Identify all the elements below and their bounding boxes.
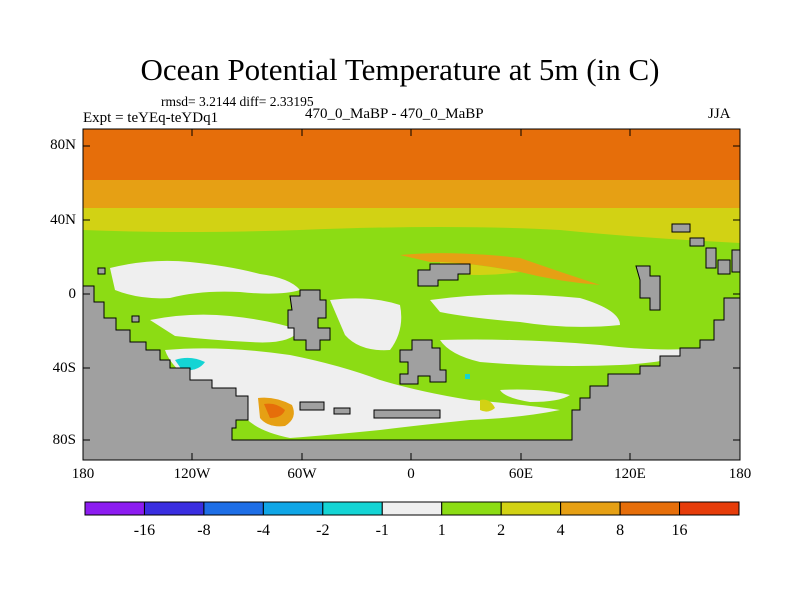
red-patch-south (264, 403, 285, 418)
yellow-patch-south (480, 399, 495, 412)
lat-label-40s: 40S (52, 360, 76, 376)
colorbar-label: 16 (672, 522, 688, 539)
island-west (287, 289, 331, 351)
white-central (330, 298, 402, 351)
colorbar-swatch (619, 501, 681, 516)
island-ne-1 (671, 223, 691, 233)
case-label: 470_0_MaBP - 470_0_MaBP (305, 106, 484, 122)
cyan-dot (465, 374, 470, 379)
band-4 (83, 208, 740, 245)
island-ne-4 (717, 259, 731, 275)
lon-label-60e: 60E (508, 466, 534, 482)
colorbar-label: 2 (497, 522, 505, 539)
island-w-dot-2 (131, 315, 140, 323)
island-ne-3 (705, 247, 717, 269)
colorbar-label: 4 (557, 522, 565, 539)
island-ne-2 (689, 237, 705, 247)
lon-label-60w: 60W (287, 466, 317, 482)
white-patch-se (500, 389, 570, 402)
island-s-1 (299, 401, 325, 411)
colorbar-swatch (441, 501, 502, 516)
colorbar-swatch (262, 501, 324, 516)
colorbar-label: -4 (257, 522, 270, 539)
white-tropics-west (110, 260, 300, 299)
colorbar-swatch (679, 501, 740, 516)
lat-label-80s: 80S (52, 432, 76, 448)
axis-ticks (83, 129, 740, 460)
island-central (399, 339, 447, 385)
lat-label-0: 0 (68, 286, 77, 302)
island-s-3 (373, 409, 441, 419)
colorbar-swatch (500, 501, 562, 516)
colorbar-swatch (560, 501, 621, 516)
colorbar-label: -1 (376, 522, 389, 539)
colorbar-swatch (381, 501, 443, 516)
colorbar-label: 1 (438, 522, 446, 539)
stats-text: rmsd= 3.2144 diff= 2.33195 (161, 94, 314, 109)
season-label: JJA (708, 106, 731, 122)
colorbar-swatch (322, 501, 383, 516)
colorbar-label: -16 (134, 522, 155, 539)
colorbar-swatch (143, 501, 205, 516)
experiment-label: Expt = teYEq-teYDq1 (83, 110, 219, 126)
lon-label-0: 0 (407, 466, 415, 482)
lon-label-180w: 180 (71, 466, 95, 482)
island-s-2 (333, 407, 351, 415)
colorbar-swatch (203, 501, 264, 516)
patch-8-north (400, 253, 600, 285)
map-field (83, 129, 740, 460)
lon-label-180e: 180 (728, 466, 752, 482)
colorbar-label: -2 (316, 522, 329, 539)
colorbar-label: -8 (197, 522, 210, 539)
plot-title: Ocean Potential Temperature at 5m (in C) (140, 52, 660, 87)
lon-label-120w: 120W (173, 466, 211, 482)
white-east (430, 294, 620, 327)
cyan-patch (175, 357, 205, 371)
colorbar-label: 8 (616, 522, 624, 539)
island-east (635, 265, 661, 311)
white-central-pacific (150, 314, 300, 343)
lon-label-120e: 120E (614, 466, 646, 482)
band-8 (83, 180, 740, 210)
island-north (417, 263, 471, 287)
colorbar: -16 -8 -4 -2 -1 1 2 4 8 16 (84, 501, 740, 539)
colorbar-swatch (84, 501, 145, 516)
southern-landmass (83, 285, 740, 460)
white-south-east (440, 339, 700, 366)
band-16 (83, 129, 740, 182)
island-w-dot (97, 267, 106, 275)
island-ne-5 (731, 249, 740, 273)
lat-label-80n: 80N (50, 137, 76, 153)
land-masses (83, 223, 740, 460)
lat-label-40n: 40N (50, 212, 76, 228)
